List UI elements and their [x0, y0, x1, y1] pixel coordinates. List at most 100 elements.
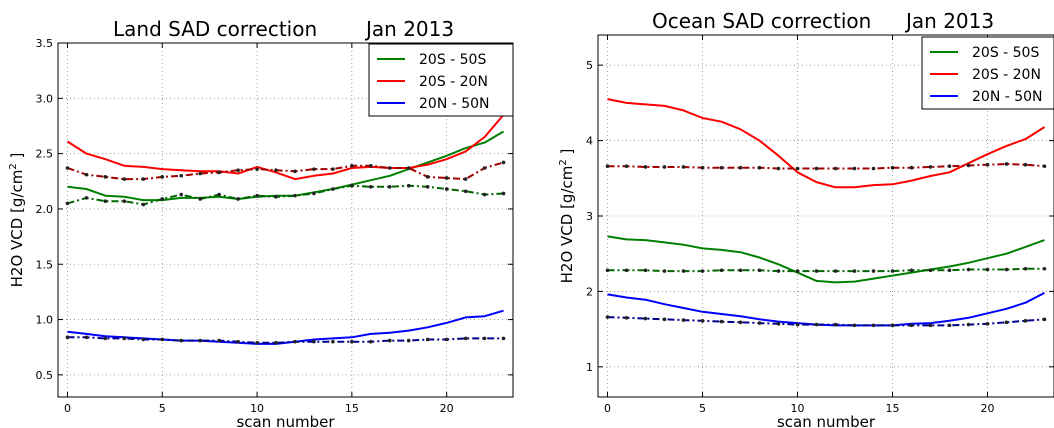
series-line-20n-50n: [607, 292, 1045, 327]
data-point: [700, 269, 705, 273]
data-point: [160, 337, 165, 342]
data-point: [501, 191, 506, 196]
y-tick-label: 2: [586, 285, 593, 298]
x-tick-label: 15: [886, 402, 900, 415]
data-point: [833, 166, 838, 171]
data-point: [738, 268, 743, 273]
data-point: [463, 189, 468, 194]
data-point: [833, 322, 838, 327]
legend: 20S - 50S 20S - 20N 20N - 50N: [368, 43, 514, 117]
data-point: [909, 323, 914, 328]
data-point: [444, 176, 449, 180]
data-point: [160, 175, 165, 179]
data-point: [871, 166, 876, 171]
chart-date: Jan 2013: [364, 17, 454, 41]
data-point: [909, 268, 914, 273]
x-tick-label: 0: [64, 402, 71, 415]
data-point: [776, 269, 781, 273]
data-point: [852, 166, 857, 171]
data-point: [700, 165, 705, 170]
data-point: [482, 336, 487, 341]
data-point: [293, 169, 297, 174]
data-point: [274, 340, 278, 345]
data-point: [605, 268, 610, 273]
y-axis-label: H2O VCD [g/cm2 ]: [8, 153, 26, 288]
data-point: [65, 335, 70, 340]
data-point: [1042, 164, 1047, 169]
data-point: [1023, 162, 1028, 167]
data-point: [624, 268, 629, 273]
data-point: [122, 199, 127, 203]
data-point: [236, 197, 240, 201]
data-point: [406, 338, 411, 343]
data-point: [1004, 267, 1009, 272]
data-point: [482, 192, 487, 197]
data-point: [662, 269, 667, 273]
data-point: [198, 338, 202, 343]
data-point: [1004, 320, 1009, 325]
y-axis-label-text: H2O VCD [g/cm: [8, 170, 26, 288]
data-point: [681, 318, 686, 322]
data-point: [1042, 317, 1047, 322]
data-point: [198, 197, 202, 201]
data-point: [1023, 319, 1028, 323]
x-axis-label: scan number: [236, 413, 335, 428]
data-point: [814, 269, 819, 273]
x-tick-label: 10: [250, 402, 264, 415]
data-point: [795, 166, 800, 171]
data-point: [179, 338, 184, 343]
data-point: [65, 201, 70, 206]
data-point: [662, 165, 667, 169]
legend-label: 20N - 50N: [972, 89, 1043, 105]
data-point: [312, 339, 316, 344]
data-point: [928, 323, 933, 328]
y-tick-label: 2.5: [36, 148, 54, 161]
data-point: [605, 164, 610, 169]
data-point: [84, 196, 89, 200]
data-point: [103, 336, 108, 341]
legend: 20S - 50S 20S - 20N 20N - 50N: [921, 36, 1054, 110]
data-point: [179, 192, 184, 197]
legend-label: 20S - 50S: [972, 45, 1039, 61]
data-point: [852, 323, 857, 328]
data-point: [928, 165, 933, 169]
data-point: [65, 166, 70, 170]
data-point: [293, 339, 297, 344]
data-point: [406, 166, 411, 170]
data-point: [122, 177, 127, 181]
series-layer: [65, 114, 506, 345]
data-point: [757, 268, 762, 273]
data-point: [331, 187, 335, 191]
series-line-20s-50s: [607, 235, 1045, 284]
data-point: [757, 165, 762, 170]
data-point: [776, 322, 781, 326]
land-chart: 0 5 10 15 20 0.5 1.0 1.5 2.0 2.5 3.0 3.5 Land SAD c…: [8, 17, 514, 428]
data-point: [217, 192, 221, 197]
data-point: [890, 323, 895, 328]
x-tick-label: 0: [604, 402, 611, 415]
data-point: [274, 168, 278, 173]
data-point: [624, 164, 629, 169]
data-point: [1023, 266, 1028, 271]
data-point: [871, 323, 876, 328]
data-point: [909, 165, 914, 170]
data-point: [814, 322, 819, 327]
data-point: [795, 322, 800, 327]
y-axis-label-superscript: 2: [8, 163, 19, 169]
data-point: [681, 165, 686, 169]
x-tick-label: 5: [159, 402, 166, 415]
data-point: [947, 268, 952, 273]
data-point: [662, 317, 667, 322]
data-point: [387, 338, 392, 343]
series-line-20s-50s: [67, 130, 505, 202]
grid: [598, 35, 1054, 397]
data-point: [928, 268, 933, 273]
data-point: [463, 177, 468, 181]
data-point: [643, 316, 648, 321]
y-axis-label: H2O VCD [g/cm2 ]: [558, 149, 576, 284]
data-point: [871, 269, 876, 273]
data-point: [719, 268, 724, 273]
data-point: [947, 164, 952, 169]
data-point: [84, 172, 89, 177]
data-point: [141, 337, 146, 342]
